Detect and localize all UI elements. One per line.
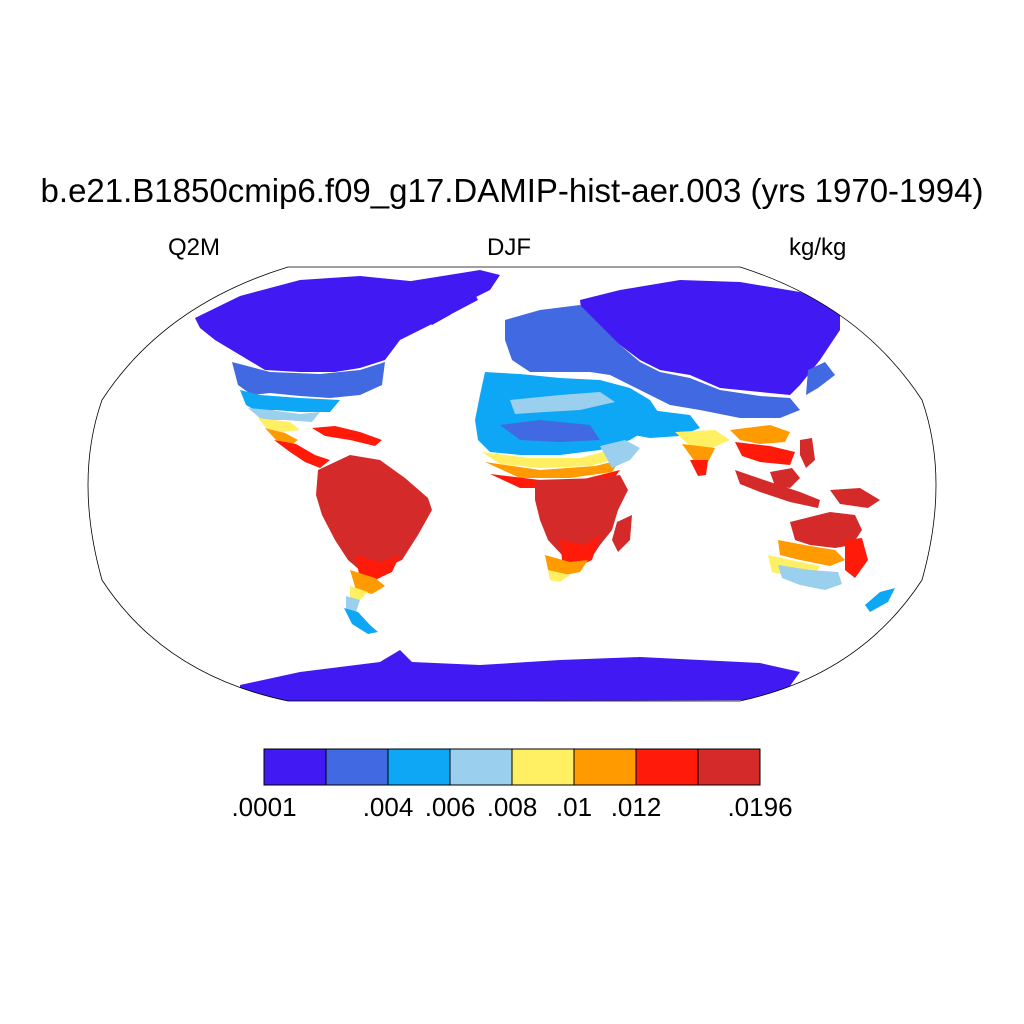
map-boundary <box>87 266 937 702</box>
colorbar-tick-label: .012 <box>610 792 662 822</box>
colorbar <box>263 748 761 786</box>
south-america-hot <box>316 455 432 572</box>
indonesia-west <box>735 470 820 508</box>
colorbar-swatch <box>635 748 699 786</box>
africa-orange <box>545 555 588 576</box>
antarctica <box>240 650 800 701</box>
colorbar-swatch <box>449 748 513 786</box>
colorbar-swatch <box>387 748 451 786</box>
sahel-darkblue <box>500 420 600 442</box>
units-label: kg/kg <box>789 234 847 261</box>
land-fill-layer <box>195 270 895 701</box>
madagascar <box>612 515 632 552</box>
se-asia-red <box>735 442 795 465</box>
se-asia-orange <box>730 425 790 444</box>
colorbar-tick-label: .006 <box>424 792 476 822</box>
india-red <box>690 460 708 476</box>
north-america-warm <box>248 408 320 422</box>
south-america-lightblue <box>346 596 360 612</box>
sahel-yellow <box>482 450 620 468</box>
colorbar-tick-label: .008 <box>486 792 538 822</box>
africa-red <box>560 535 600 568</box>
colorbar-swatch <box>325 748 389 786</box>
australia-east-red <box>845 538 868 578</box>
central-america-red <box>274 440 330 468</box>
south-america-orange <box>350 570 385 594</box>
greenland <box>405 270 500 325</box>
australia-orange <box>778 540 845 566</box>
north-america-cold <box>195 276 478 372</box>
borneo <box>770 468 800 488</box>
colorbar-swatch <box>573 748 637 786</box>
south-america-red <box>355 555 400 580</box>
sahara-lightblue <box>510 392 615 414</box>
colorbar-swatch <box>263 748 327 786</box>
india-yellow <box>675 430 730 448</box>
variable-label: Q2M <box>168 234 221 261</box>
colorbar-tick-label: .0196 <box>727 792 793 822</box>
season-label: DJF <box>487 234 531 261</box>
colorbar-swatch <box>697 748 761 786</box>
new-zealand <box>865 588 895 612</box>
japan-blue <box>806 362 835 395</box>
philippines <box>800 438 815 468</box>
colorbar-tick-label: .004 <box>362 792 414 822</box>
plot-title: b.e21.B1850cmip6.f09_g17.DAMIP-hist-aer.… <box>40 172 984 209</box>
sahel-orange <box>485 460 620 478</box>
india-blue <box>615 410 700 438</box>
australia-red <box>790 512 862 548</box>
caribbean-red <box>312 426 382 446</box>
africa-yellow <box>548 570 570 582</box>
colorbar-tick-label: .01 <box>555 792 593 822</box>
new-guinea <box>830 488 880 508</box>
central-america-yellow <box>258 418 300 432</box>
india-orange <box>682 444 715 462</box>
central-america-orange <box>265 428 298 446</box>
south-america-blue <box>344 608 378 634</box>
north-america-cool <box>232 362 385 398</box>
africa-hot <box>535 475 628 565</box>
colorbar-swatch <box>511 748 575 786</box>
south-america-yellow <box>350 586 368 600</box>
east-africa-mix <box>600 440 640 468</box>
north-america-mid <box>240 390 340 412</box>
eurasia-cold <box>580 280 840 395</box>
australia-lightblue <box>778 565 842 590</box>
colorbar-tick-label: .0001 <box>231 792 297 822</box>
europe-cool <box>505 305 800 418</box>
